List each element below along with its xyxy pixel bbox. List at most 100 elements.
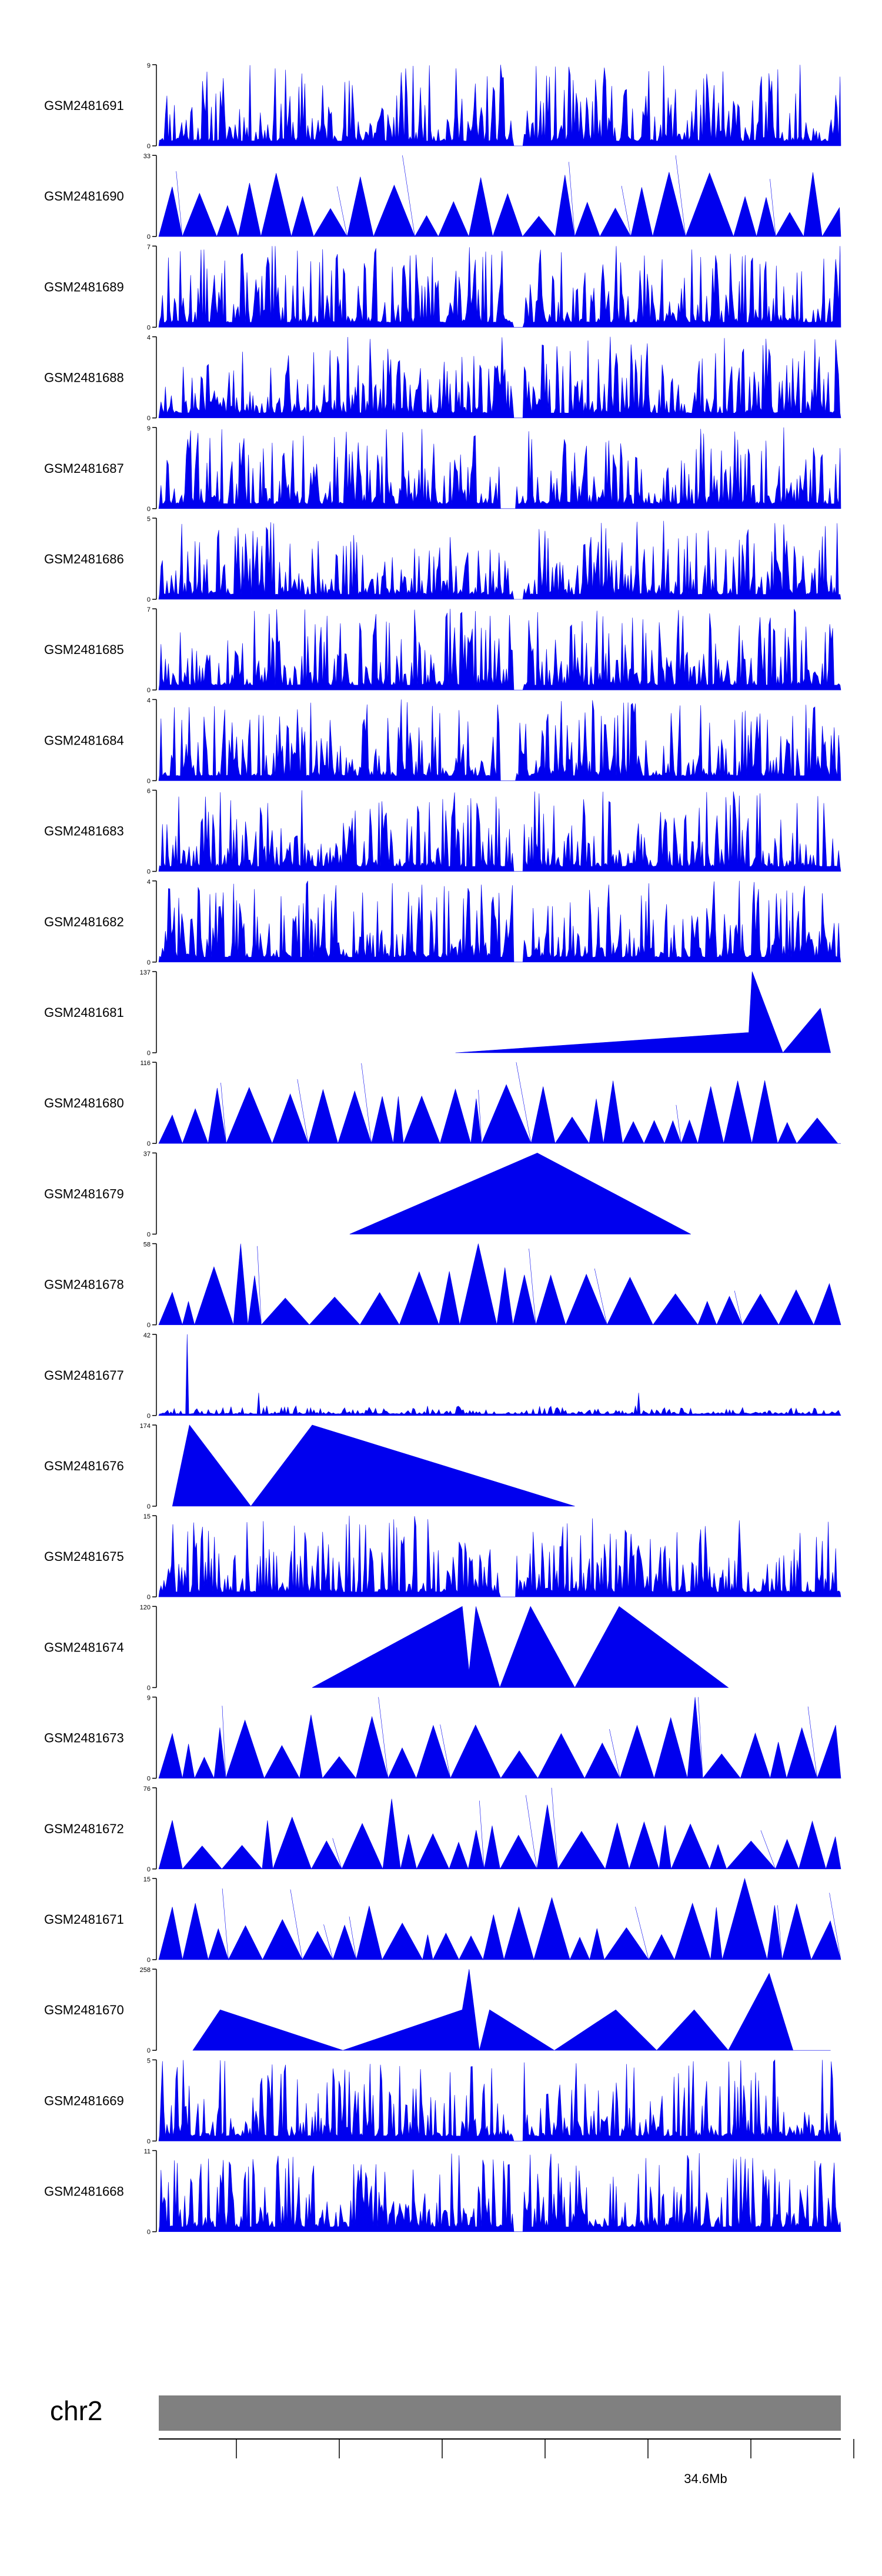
- track-GSM2481677: GSM2481677 42 0: [44, 1332, 841, 1420]
- y-max-label: 37: [143, 1150, 151, 1157]
- y-zero-label: 0: [147, 324, 151, 331]
- track-GSM2481675: GSM2481675 15 0: [44, 1513, 841, 1601]
- y-zero-label: 0: [147, 1231, 151, 1238]
- track-GSM2481682: GSM2481682 4 0: [44, 879, 841, 966]
- track-label: GSM2481673: [44, 1731, 124, 1746]
- coverage-area: [158, 790, 841, 872]
- y-max-label: 4: [147, 335, 151, 342]
- track-label: GSM2481681: [44, 1005, 124, 1020]
- track-label: GSM2481688: [44, 371, 124, 385]
- coverage-area: [158, 520, 841, 600]
- track-label: GSM2481689: [44, 279, 124, 294]
- track-label: GSM2481679: [44, 1186, 124, 1201]
- coverage-area: [455, 971, 831, 1053]
- track-label: GSM2481682: [44, 915, 124, 929]
- track-GSM2481683: GSM2481683 6 0: [44, 788, 841, 876]
- track-GSM2481687: GSM2481687 9 0: [44, 425, 841, 513]
- y-max-label: 76: [143, 1786, 151, 1793]
- y-zero-label: 0: [147, 2229, 151, 2236]
- y-zero-label: 0: [147, 506, 151, 513]
- y-zero-label: 0: [147, 1957, 151, 1964]
- track-label: GSM2481685: [44, 642, 124, 657]
- y-zero-label: 0: [147, 869, 151, 876]
- coverage-area: [158, 2153, 841, 2232]
- track-GSM2481673: GSM2481673 9 0: [44, 1695, 841, 1783]
- y-zero-label: 0: [147, 778, 151, 785]
- track-label: GSM2481677: [44, 1368, 124, 1383]
- track-GSM2481690: GSM2481690 33 0: [44, 153, 841, 241]
- track-GSM2481676: GSM2481676 174 0: [44, 1423, 575, 1510]
- y-max-label: 116: [140, 1060, 151, 1067]
- y-zero-label: 0: [147, 233, 151, 241]
- track-label: GSM2481676: [44, 1459, 124, 1473]
- track-label: GSM2481671: [44, 1912, 124, 1927]
- track-GSM2481668: GSM2481668 11 0: [44, 2148, 841, 2236]
- y-zero-label: 0: [147, 1413, 151, 1420]
- y-zero-label: 0: [147, 2138, 151, 2145]
- y-max-label: 7: [147, 243, 151, 251]
- coverage-area: [158, 427, 841, 509]
- coverage-area: [158, 609, 841, 690]
- y-zero-label: 0: [147, 596, 151, 603]
- y-zero-label: 0: [147, 415, 151, 422]
- y-zero-label: 0: [147, 1684, 151, 1691]
- coverage-area: [158, 1787, 841, 1870]
- track-label: GSM2481678: [44, 1277, 124, 1292]
- coverage-area: [158, 64, 841, 146]
- y-max-label: 174: [140, 1423, 151, 1430]
- coverage-area: [158, 699, 841, 781]
- y-max-label: 33: [143, 153, 151, 160]
- y-max-label: 5: [147, 516, 151, 523]
- y-zero-label: 0: [147, 1503, 151, 1510]
- y-max-label: 137: [140, 969, 151, 976]
- y-zero-label: 0: [147, 687, 151, 694]
- track-GSM2481678: GSM2481678 58 0: [44, 1242, 841, 1329]
- coverage-area: [192, 1969, 831, 2051]
- track-GSM2481688: GSM2481688 4 0: [44, 335, 841, 422]
- track-GSM2481672: GSM2481672 76 0: [44, 1786, 841, 1873]
- y-max-label: 120: [140, 1604, 151, 1611]
- track-GSM2481670: GSM2481670 258 0: [44, 1967, 831, 2054]
- y-max-label: 6: [147, 788, 151, 795]
- track-label: GSM2481687: [44, 461, 124, 476]
- y-max-label: 15: [143, 1513, 151, 1520]
- y-max-label: 4: [147, 697, 151, 704]
- y-max-label: 9: [147, 62, 151, 69]
- coverage-area: [158, 155, 841, 238]
- y-max-label: 11: [144, 2148, 151, 2155]
- y-zero-label: 0: [147, 143, 151, 150]
- track-label: GSM2481674: [44, 1640, 124, 1654]
- track-label: GSM2481686: [44, 552, 124, 566]
- y-max-label: 7: [147, 606, 151, 613]
- y-zero-label: 0: [147, 1050, 151, 1057]
- y-max-label: 9: [147, 425, 151, 432]
- y-zero-label: 0: [147, 1776, 151, 1783]
- coverage-area: [312, 1606, 729, 1689]
- y-zero-label: 0: [147, 1866, 151, 1873]
- track-label: GSM2481680: [44, 1096, 124, 1110]
- track-GSM2481669: GSM2481669 5 0: [44, 2057, 841, 2145]
- y-zero-label: 0: [147, 1140, 151, 1147]
- y-zero-label: 0: [147, 1322, 151, 1329]
- track-label: GSM2481669: [44, 2093, 124, 2108]
- track-GSM2481684: GSM2481684 4 0: [44, 697, 841, 785]
- y-max-label: 4: [147, 879, 151, 886]
- track-label: GSM2481690: [44, 189, 124, 203]
- y-max-label: 258: [140, 1967, 151, 1974]
- y-max-label: 58: [143, 1242, 151, 1249]
- coverage-area: [172, 1424, 575, 1507]
- y-zero-label: 0: [147, 1594, 151, 1601]
- track-GSM2481686: GSM2481686 5 0: [44, 516, 841, 603]
- track-GSM2481671: GSM2481671 15 0: [44, 1876, 841, 1964]
- track-GSM2481679: GSM2481679 37 0: [44, 1150, 691, 1238]
- track-GSM2481691: GSM2481691 9 0: [44, 62, 841, 150]
- track-GSM2481685: GSM2481685 7 0: [44, 606, 841, 694]
- coverage-area: [158, 1062, 841, 1144]
- coverage-area: [158, 1697, 841, 1779]
- track-label: GSM2481683: [44, 824, 124, 839]
- track-label: GSM2481672: [44, 1821, 124, 1836]
- coverage-area: [158, 2059, 841, 2141]
- track-GSM2481689: GSM2481689 7 0: [44, 243, 841, 331]
- coverage-area: [158, 880, 841, 963]
